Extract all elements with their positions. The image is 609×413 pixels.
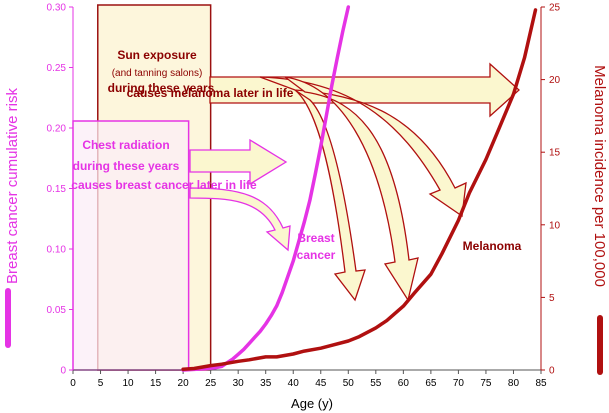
annotation-text: Sun exposure (and tanning salons) during… xyxy=(71,48,521,262)
chest-radiation-line2: during these years xyxy=(73,159,180,173)
series-lines xyxy=(181,5,538,372)
axes: 0 5 10 15 20 25 30 35 40 45 50 55 60 65 70 75 80 8500.050… xyxy=(47,3,561,390)
y-right-tick-label: 20 xyxy=(549,75,561,86)
series-line-melanoma xyxy=(181,8,538,372)
y-right-axis-title: Melanoma incidence per 100,000 xyxy=(591,65,608,287)
sun-arrow-to-60 xyxy=(284,76,419,302)
y-right-tick-label: 0 xyxy=(549,366,555,377)
y-left-tick-label: 0.20 xyxy=(47,124,67,135)
sun-arrow-to-55 xyxy=(294,89,366,302)
sun-exposure-line4: causes melanoma later in life xyxy=(127,86,294,100)
y-left-tick-label: 0.05 xyxy=(47,305,67,316)
y-right-tick-label: 25 xyxy=(549,3,561,14)
chest-arrow-horizontal xyxy=(189,138,288,186)
y-left-tick-label: 0 xyxy=(60,366,66,377)
x-tick-label: 20 xyxy=(178,378,190,389)
left-axis-title-group: Breast cancer cumulative risk xyxy=(4,88,21,284)
sun-exposure-line1: Sun exposure xyxy=(117,48,197,62)
y-left-tick-label: 0.10 xyxy=(47,245,67,256)
x-tick-label: 50 xyxy=(343,378,355,389)
chest-arrow-down xyxy=(189,187,291,252)
x-tick-label: 25 xyxy=(205,378,217,389)
y-left-axis-title: Breast cancer cumulative risk xyxy=(4,88,21,284)
y-right-tick-label: 10 xyxy=(549,220,561,231)
breast-legend-swatch xyxy=(5,288,11,348)
x-tick-label: 35 xyxy=(260,378,272,389)
annotation-arrows xyxy=(189,62,520,302)
x-axis-title: Age (y) xyxy=(291,396,333,411)
x-tick-label: 45 xyxy=(315,378,327,389)
x-tick-label: 60 xyxy=(398,378,410,389)
y-right-tick-label: 5 xyxy=(549,293,555,304)
x-tick-label: 10 xyxy=(122,378,134,389)
chest-radiation-line1: Chest radiation xyxy=(82,138,169,152)
x-tick-label: 0 xyxy=(70,378,76,389)
sun-exposure-line3: during these years xyxy=(108,81,215,95)
breast-cancer-label-1: Breast xyxy=(297,231,334,245)
y-left-tick-label: 0.15 xyxy=(47,184,67,195)
melanoma-legend-swatch xyxy=(597,315,603,375)
chest-radiation-box xyxy=(72,120,190,371)
x-tick-label: 75 xyxy=(480,378,492,389)
x-tick-label: 5 xyxy=(98,378,104,389)
breast-cancer-label-2: cancer xyxy=(297,248,336,262)
x-tick-label: 30 xyxy=(233,378,245,389)
sun-exposure-line2: (and tanning salons) xyxy=(112,68,203,79)
x-tick-label: 85 xyxy=(535,378,547,389)
right-axis-title-group: Melanoma incidence per 100,000 xyxy=(591,65,608,287)
y-left-tick-label: 0.25 xyxy=(47,63,67,74)
x-tick-label: 15 xyxy=(150,378,162,389)
y-left-tick-label: 0.30 xyxy=(47,3,67,14)
x-tick-label: 65 xyxy=(425,378,437,389)
chest-radiation-line3: causes breast cancer later in life xyxy=(71,178,257,192)
melanoma-label: Melanoma xyxy=(463,239,522,253)
y-right-tick-label: 15 xyxy=(549,148,561,159)
x-tick-label: 55 xyxy=(370,378,382,389)
x-tick-label: 40 xyxy=(288,378,300,389)
x-tick-label: 80 xyxy=(508,378,520,389)
x-tick-label: 70 xyxy=(453,378,465,389)
